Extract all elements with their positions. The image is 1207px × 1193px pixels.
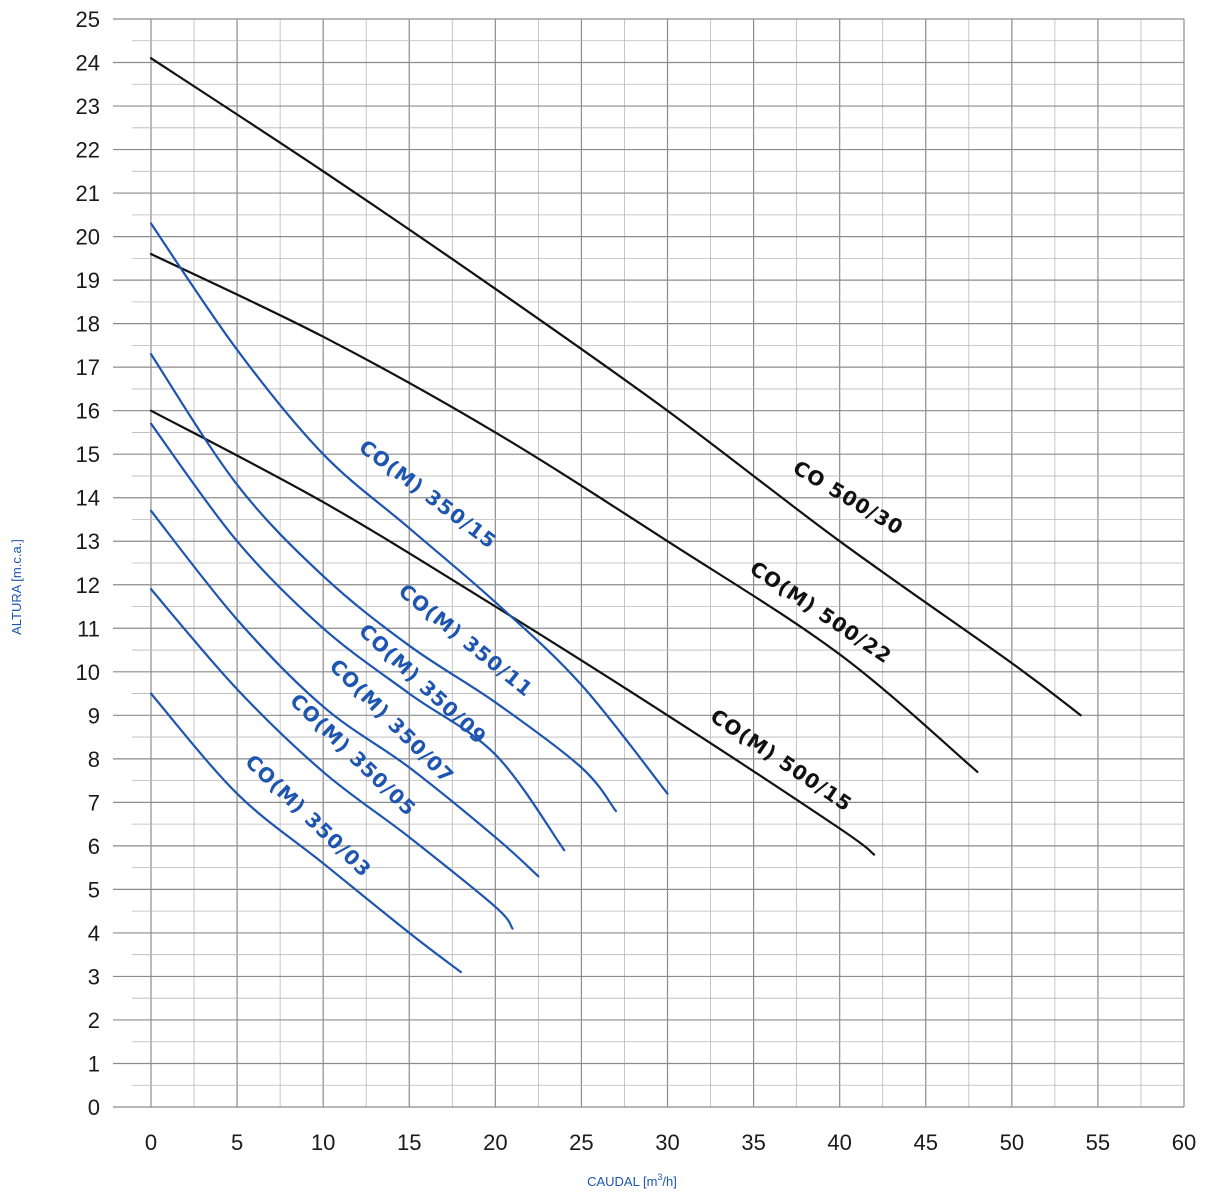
y-tick-label: 3 bbox=[88, 964, 100, 989]
x-tick-label: 50 bbox=[1000, 1130, 1024, 1155]
x-tick-label: 10 bbox=[311, 1130, 335, 1155]
x-tick-label: 15 bbox=[397, 1130, 421, 1155]
y-axis-ticks: 0123456789101112131415161718192021222324… bbox=[76, 7, 100, 1120]
y-tick-label: 16 bbox=[76, 399, 100, 424]
y-tick-label: 25 bbox=[76, 7, 100, 32]
y-axis-title: ALTURA [m.c.a.] bbox=[9, 539, 24, 635]
y-tick-label: 0 bbox=[88, 1095, 100, 1120]
series-label: CO(M) 350/07 bbox=[325, 654, 459, 788]
series-label: CO(M) 350/15 bbox=[355, 435, 502, 554]
y-tick-label: 2 bbox=[88, 1008, 100, 1033]
series-line bbox=[149, 409, 876, 856]
series-line bbox=[149, 422, 566, 852]
x-axis-title: CAUDAL [m3/h] bbox=[587, 1172, 677, 1189]
y-tick-label: 15 bbox=[76, 442, 100, 467]
x-axis-title-sup: 3 bbox=[657, 1172, 662, 1182]
series-line bbox=[149, 252, 979, 773]
series-line bbox=[149, 692, 462, 974]
x-tick-label: 40 bbox=[827, 1130, 851, 1155]
y-tick-label: 6 bbox=[88, 834, 100, 859]
x-tick-label: 30 bbox=[655, 1130, 679, 1155]
y-tick-label: 14 bbox=[76, 486, 100, 511]
x-tick-label: 25 bbox=[569, 1130, 593, 1155]
y-tick-label: 22 bbox=[76, 138, 100, 163]
y-tick-label: 23 bbox=[76, 94, 100, 119]
x-tick-label: 0 bbox=[145, 1130, 157, 1155]
y-tick-label: 7 bbox=[88, 790, 100, 815]
x-tick-label: 60 bbox=[1172, 1130, 1196, 1155]
series-label: CO(M) 500/15 bbox=[706, 704, 857, 817]
x-tick-label: 45 bbox=[914, 1130, 938, 1155]
y-tick-label: 13 bbox=[76, 529, 100, 554]
y-tick-label: 12 bbox=[76, 573, 100, 598]
x-tick-label: 35 bbox=[741, 1130, 765, 1155]
y-tick-label: 9 bbox=[88, 703, 100, 728]
series-line bbox=[149, 57, 1082, 717]
x-axis-ticks: 0 5 10 15 20 25 30 35 40 45 50 55 60 bbox=[145, 1130, 1196, 1155]
grid bbox=[113, 18, 1185, 1108]
series-line bbox=[149, 353, 617, 813]
y-tick-label: 21 bbox=[76, 181, 100, 206]
series-lines bbox=[149, 57, 1082, 974]
y-tick-label: 20 bbox=[76, 225, 100, 250]
y-tick-label: 24 bbox=[76, 51, 100, 76]
y-tick-label: 10 bbox=[76, 660, 100, 685]
y-tick-label: 18 bbox=[76, 312, 100, 337]
x-tick-label: 20 bbox=[483, 1130, 507, 1155]
series-line bbox=[149, 588, 514, 930]
x-axis-title-main: CAUDAL [m bbox=[587, 1174, 657, 1189]
y-tick-label: 1 bbox=[88, 1051, 100, 1076]
x-axis-title-tail: /h] bbox=[662, 1174, 676, 1189]
y-tick-label: 19 bbox=[76, 268, 100, 293]
x-tick-label: 55 bbox=[1086, 1130, 1110, 1155]
y-tick-label: 11 bbox=[77, 616, 100, 641]
y-tick-label: 17 bbox=[76, 355, 100, 380]
x-tick-label: 5 bbox=[231, 1130, 243, 1155]
y-tick-label: 8 bbox=[88, 747, 100, 772]
y-tick-label: 5 bbox=[88, 877, 100, 902]
series-label: CO(M) 500/22 bbox=[746, 556, 897, 669]
y-tick-label: 4 bbox=[88, 921, 100, 946]
series-line bbox=[149, 222, 669, 795]
series-line bbox=[149, 509, 540, 878]
